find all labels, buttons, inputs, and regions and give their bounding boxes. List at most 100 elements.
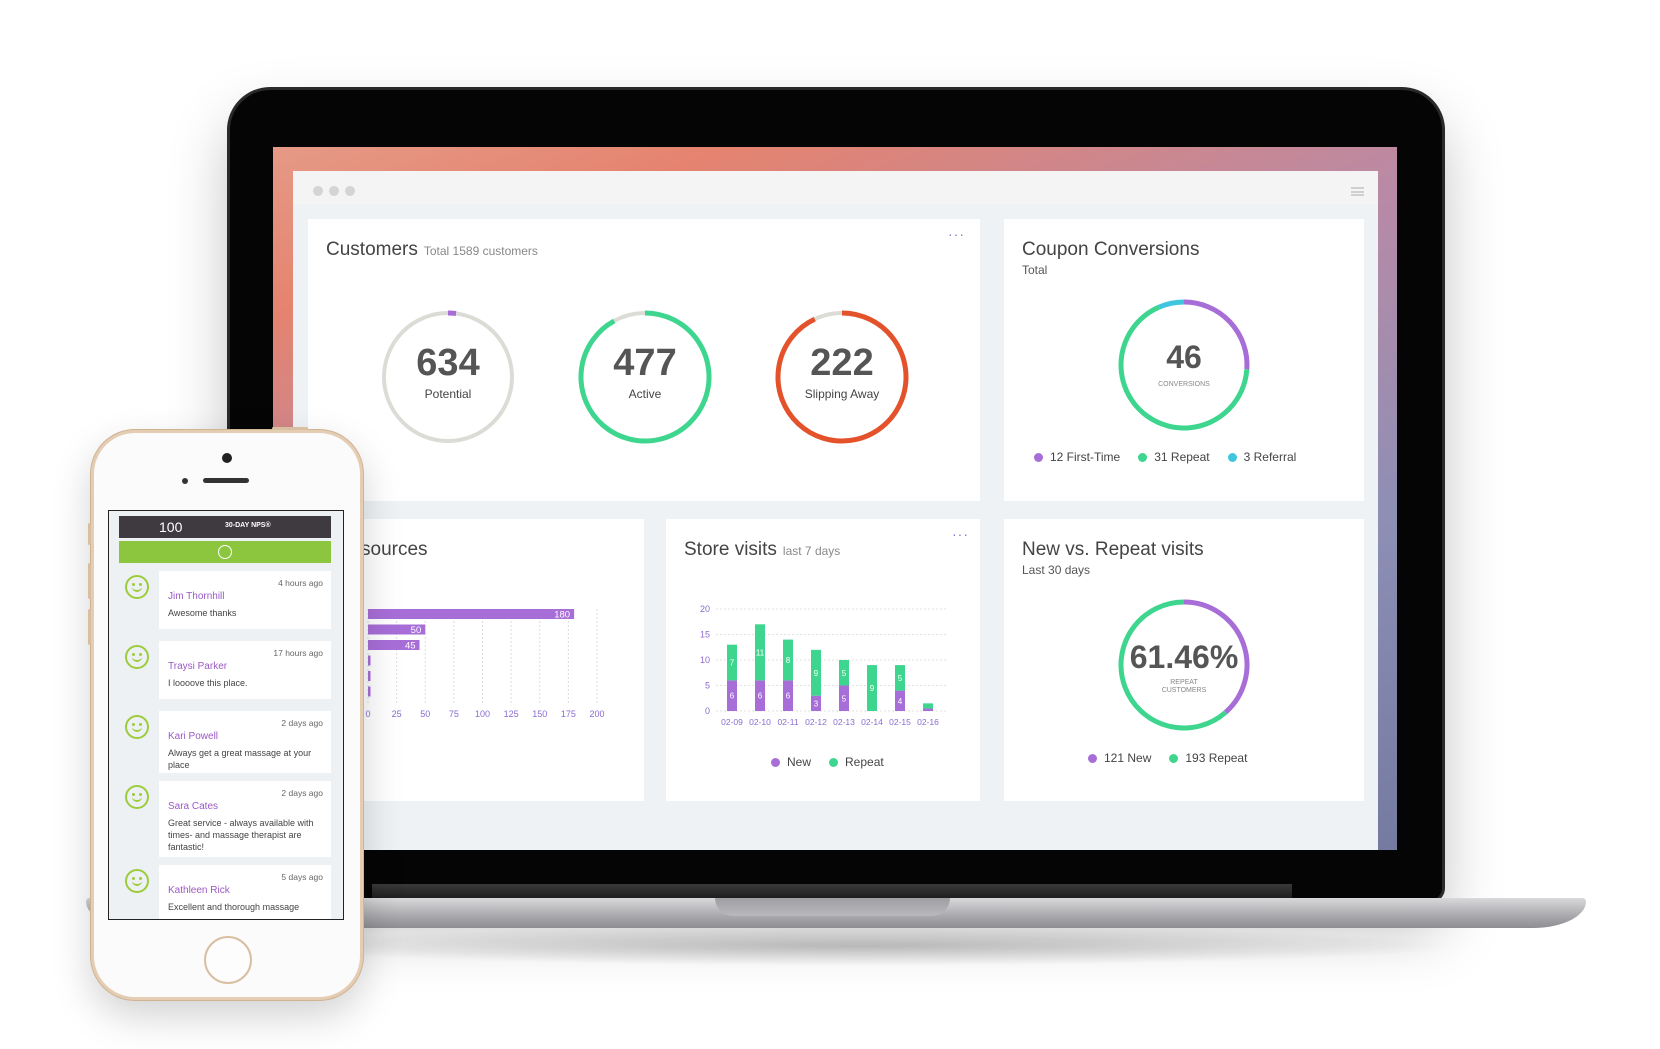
bar-repeat[interactable]: [895, 665, 905, 691]
bar-new[interactable]: [727, 680, 737, 711]
legend-dot-icon: [771, 757, 780, 767]
review-text: Excellent and thorough massage: [168, 902, 300, 912]
bar[interactable]: [368, 624, 426, 635]
bar-repeat[interactable]: [783, 639, 793, 681]
bar-value-label: 8: [786, 656, 791, 665]
new-vs-repeat-panel: New vs. Repeat visits Last 30 days 61.46…: [1004, 519, 1364, 801]
tick-label: 200: [589, 709, 604, 719]
legend-label: 12 First-Time: [1050, 450, 1121, 464]
legend-item-repeat: Repeat: [829, 755, 884, 769]
active-caption: Active: [628, 387, 662, 401]
y-tick-label: 0: [705, 706, 710, 716]
ellipsis-icon[interactable]: ···: [948, 226, 965, 242]
legend-item-new: 121 New: [1088, 751, 1151, 765]
bar-value-label: 9: [814, 669, 819, 678]
tick-label: 150: [532, 709, 547, 719]
bar[interactable]: [368, 609, 575, 619]
coupon-subtitle: Total: [1022, 263, 1048, 277]
bar[interactable]: [368, 671, 371, 681]
coupon-count: 46: [1166, 339, 1202, 375]
legend-item-repeat: 31 Repeat: [1138, 450, 1210, 464]
review-name[interactable]: Sara Cates: [168, 801, 219, 812]
customers-title-text: Customers: [326, 239, 418, 260]
nvr-caption-line1: REPEAT: [1170, 679, 1198, 686]
bar-value-label: 9: [870, 684, 875, 693]
store-visits-title-text: Store visits: [684, 539, 777, 560]
bar-repeat[interactable]: [811, 649, 821, 696]
sources-panel: sources 0 25 50 75 100 125 150 175 200 180 50 45 2: [308, 519, 644, 801]
bar-repeat[interactable]: [755, 624, 765, 681]
coupon-center-label: 46 CONVERSIONS: [1104, 337, 1264, 388]
tick-label: 25: [392, 709, 402, 719]
x-tick-label: 02-13: [833, 717, 855, 727]
legend-label: 3 Referral: [1243, 450, 1297, 464]
review-text: Always get a great massage at your place: [168, 748, 312, 770]
y-tick-label: 15: [700, 630, 710, 640]
coupon-ring-segment: [1118, 304, 1250, 431]
y-tick-label: 10: [700, 655, 710, 665]
window-minimize-dot-icon[interactable]: [329, 186, 339, 196]
bar-value-label: 5: [898, 674, 903, 683]
review-name[interactable]: Traysi Parker: [168, 661, 228, 672]
tick-label: 50: [420, 709, 430, 719]
phone-volume-up: [88, 563, 91, 599]
phone-screen: 100 30-DAY NPS® 4 hours ago Jim Thornhil…: [108, 510, 344, 920]
review-time: 5 days ago: [281, 872, 323, 882]
review-card: 5 days ago Kathleen Rick Excellent and t…: [159, 865, 331, 919]
bar-new[interactable]: [895, 690, 905, 711]
review-text: I loooove this place.: [168, 678, 248, 688]
ring-progress-0: [447, 310, 457, 316]
laptop-notch: [715, 898, 950, 916]
legend-dot-icon: [1227, 452, 1237, 462]
bar-value-label: 6: [730, 692, 735, 701]
y-tick-label: 5: [705, 681, 710, 691]
smiley-icon: [125, 645, 149, 669]
bar[interactable]: [368, 655, 371, 666]
coupon-legend: 12 First-Time 31 Repeat 3 Referral: [1034, 450, 1296, 464]
bar-new[interactable]: [923, 708, 933, 711]
bar-repeat[interactable]: [839, 660, 849, 686]
nvr-caption-line2: CUSTOMERS: [1161, 687, 1207, 694]
bar-repeat[interactable]: [923, 703, 933, 709]
laptop-hinge: [372, 884, 1292, 900]
ellipsis-icon[interactable]: ···: [952, 526, 969, 542]
window-zoom-dot-icon[interactable]: [345, 186, 355, 196]
ring-potential-label: 634 Potential: [368, 343, 528, 401]
phone-home-button[interactable]: [204, 936, 252, 984]
phone-sensor: [182, 478, 188, 484]
legend-dot-icon: [1169, 753, 1179, 763]
nvr-ring-segment: [1183, 599, 1250, 715]
phone: 100 30-DAY NPS® 4 hours ago Jim Thornhil…: [88, 427, 363, 1000]
new-vs-repeat-title: New vs. Repeat visits: [1022, 539, 1204, 560]
bar[interactable]: [368, 640, 420, 650]
x-tick-label: 02-09: [721, 717, 743, 727]
bar-new[interactable]: [755, 680, 765, 711]
tick-label: 75: [449, 709, 459, 719]
review-name[interactable]: Kathleen Rick: [168, 885, 230, 896]
bar-repeat[interactable]: [867, 665, 877, 711]
customers-rings-svg: [382, 310, 909, 444]
window-close-dot-icon[interactable]: [313, 186, 323, 196]
hamburger-icon[interactable]: [1351, 187, 1364, 196]
review-card: 4 hours ago Jim Thornhill Awesome thanks: [159, 571, 331, 629]
bar-value-label: 6: [786, 692, 791, 701]
potential-count: 634: [416, 342, 480, 384]
legend-dot-icon: [829, 757, 839, 767]
coupon-caption: CONVERSIONS: [1158, 381, 1210, 388]
new-vs-repeat-legend: 121 New 193 Repeat: [1088, 751, 1247, 765]
bar-new[interactable]: [811, 695, 821, 711]
tick-label: 125: [504, 709, 519, 719]
bar-new[interactable]: [839, 685, 849, 712]
bar[interactable]: [368, 686, 371, 697]
bar-new[interactable]: [783, 680, 793, 711]
review-name[interactable]: Jim Thornhill: [168, 591, 225, 602]
nps-label[interactable]: 30-DAY NPS®: [225, 522, 271, 529]
tick-label: 100: [475, 709, 490, 719]
customers-subtitle: Total 1589 customers: [423, 244, 538, 258]
nvr-ring-segment: [1118, 599, 1228, 731]
review-time: 17 hours ago: [273, 648, 323, 658]
bar-repeat[interactable]: [727, 644, 737, 681]
slipping-caption: Slipping Away: [804, 387, 880, 401]
nps-score: 100: [159, 519, 183, 535]
review-name[interactable]: Kari Powell: [168, 731, 219, 742]
